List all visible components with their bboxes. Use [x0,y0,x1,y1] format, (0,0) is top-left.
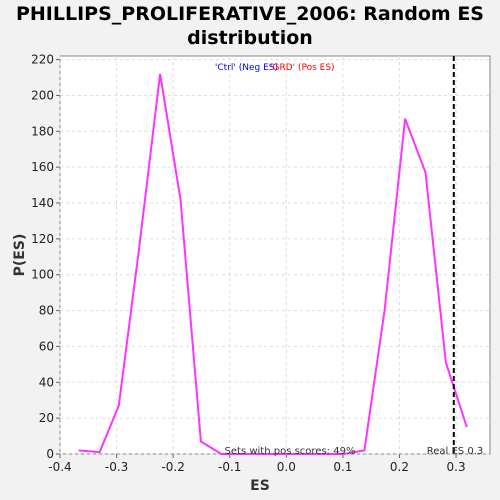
real-es-label: Real ES 0.3 [427,446,483,457]
y-axis-ticks: 0 20 40 60 80 100 120 140 160 180 200 220 [31,53,60,461]
chart-title-line-2: distribution [187,27,313,49]
x-tick-label: -0.4 [48,460,71,474]
y-tick-label: 220 [31,53,54,67]
x-tick-label: 0.2 [390,460,409,474]
grid-lines [59,56,490,455]
y-tick-label: 40 [39,375,54,389]
y-tick-label: 120 [31,232,54,246]
x-axis-ticks: -0.4 -0.3 -0.2 -0.1 0.0 0.1 0.2 0.3 [48,454,466,474]
pos-score-annotation: Sets with pos scores: 49% [225,446,356,457]
y-tick-label: 0 [46,447,54,461]
plot-area [59,55,491,455]
x-axis-label: ES [250,478,270,494]
y-tick-label: 200 [31,88,54,102]
chart-title: PHILLIPS_PROLIFERATIVE_2006: Random ES d… [0,2,500,50]
x-tick-label: 0.3 [447,460,466,474]
x-tick-label: 0.1 [333,460,352,474]
legend-pos-label: 'GRD' (Pos ES) [270,63,335,73]
chart-title-line-1: PHILLIPS_PROLIFERATIVE_2006: Random ES [15,3,484,25]
y-tick-label: 80 [39,304,54,318]
x-tick-label: 0.0 [277,460,296,474]
x-tick-label: -0.2 [161,460,184,474]
y-tick-label: 20 [39,411,54,425]
y-tick-label: 160 [31,160,54,174]
y-tick-label: 180 [31,124,54,138]
y-axis-label: P(ES) [12,234,28,277]
y-tick-label: 100 [31,268,54,282]
legend-neg-label: 'Ctrl' (Neg ES) [215,63,278,73]
y-tick-label: 60 [39,339,54,353]
x-tick-label: -0.1 [218,460,241,474]
x-tick-label: -0.3 [105,460,128,474]
series-line [78,73,468,455]
y-tick-label: 140 [31,196,54,210]
